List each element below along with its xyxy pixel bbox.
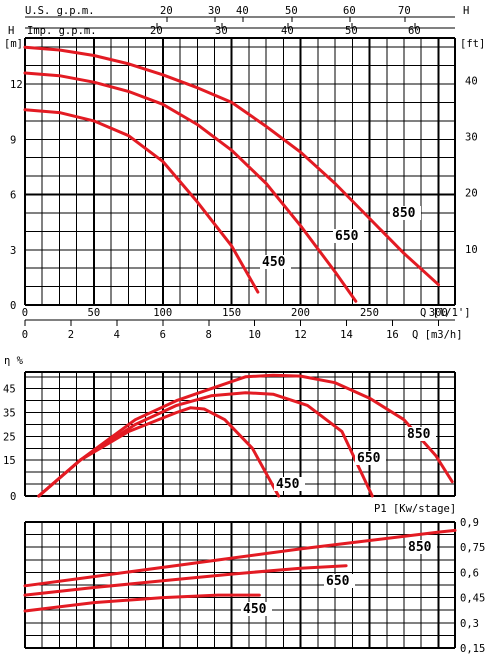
eff-curve-label-650: 650 [357, 451, 381, 466]
bottom-axis-m3h-tick: 6 [160, 329, 166, 341]
top-axis-imp-tick: 40 [281, 25, 294, 37]
right-axis-title: H [463, 5, 469, 17]
head-curve-650 [23, 71, 358, 303]
bottom-axis-lmin-tick: 300 [429, 307, 448, 319]
head-curve-850 [23, 45, 440, 287]
bottom-axis-lmin-tick: 100 [153, 307, 172, 319]
head-curve-label-650: 650 [335, 229, 359, 244]
curve-label-bg [405, 427, 436, 441]
pow-curve-850 [23, 528, 457, 588]
bottom-axis-m3h-tick: 12 [294, 329, 307, 341]
pow-axis-tick: 0,3 [460, 618, 479, 630]
pow-axis-tick: 0,75 [460, 542, 485, 554]
top-axis-us-tick: 50 [285, 5, 298, 17]
right-axis-tick: 40 [465, 75, 478, 87]
eff-axis-tick: 35 [3, 408, 16, 420]
pow-axis-tick: 0,6 [460, 567, 479, 579]
curve-label-bg [274, 477, 305, 491]
bottom-axis-m3h-tick: 10 [248, 329, 261, 341]
pow-axis-tick: 0,15 [460, 643, 485, 655]
bottom-axis-lmin-tick: 250 [360, 307, 379, 319]
bottom-axis-lmin-tick: 200 [291, 307, 310, 319]
top-axis-us-tick: 70 [398, 5, 411, 17]
bottom-axis-lmin-tick: 50 [88, 307, 101, 319]
head-curve-label-450: 450 [262, 255, 286, 270]
eff-axis-tick: 0 [10, 491, 16, 503]
eff-curve-label-450: 450 [276, 477, 300, 492]
left-axis-tick: 3 [10, 245, 16, 257]
right-axis-tick: 20 [465, 188, 478, 200]
head-curve-label-850: 850 [392, 206, 416, 221]
bottom-axis-m3h-tick: 8 [206, 329, 212, 341]
top-axis-us-label: U.S. g.p.m. [25, 5, 95, 17]
eff-curve-850 [37, 373, 454, 498]
left-axis-tick: 12 [10, 79, 23, 91]
bottom-axis-m3h-tick: 16 [386, 329, 399, 341]
right-axis-unit: [ft] [460, 38, 485, 50]
pow-curve-label-450: 450 [243, 602, 267, 617]
left-axis-unit: [m] [4, 38, 23, 50]
eff-curve-650 [37, 391, 374, 498]
bottom-axis-m3h-tick: 4 [114, 329, 120, 341]
bottom-axis-m3h-label: Q [m3/h] [412, 329, 463, 341]
bottom-axis-lmin-tick: 150 [222, 307, 241, 319]
left-axis-tick: 6 [10, 190, 16, 202]
bottom-axis-m3h-tick: 2 [68, 329, 74, 341]
head-curve-450 [23, 108, 260, 294]
pow-axis-title: P1 [Kw/stage] [374, 503, 456, 515]
top-axis-us-tick: 30 [208, 5, 221, 17]
curve-label-bg [241, 602, 272, 616]
eff-axis-tick: 25 [3, 431, 16, 443]
curve-label-bg [355, 451, 386, 465]
pow-axis-tick: 0,45 [460, 593, 485, 605]
top-axis-imp-tick: 60 [408, 25, 421, 37]
bottom-axis-lmin-label: Q [l/1'] [420, 307, 471, 319]
bottom-axis-lmin-tick: 0 [22, 307, 28, 319]
left-axis-tick: 9 [10, 134, 16, 146]
pow-axis-tick: 0,9 [460, 517, 479, 529]
left-axis-tick: 0 [10, 300, 16, 312]
top-axis-imp-tick: 50 [345, 25, 358, 37]
eff-curve-label-850: 850 [407, 427, 431, 442]
curve-label-bg [390, 206, 421, 220]
top-axis-us-tick: 40 [236, 5, 249, 17]
eff-axis-tick: 15 [3, 455, 16, 467]
pow-curve-label-850: 850 [408, 540, 432, 555]
right-axis-tick: 30 [465, 132, 478, 144]
curve-label-bg [333, 229, 364, 243]
pow-curve-label-650: 650 [326, 574, 350, 589]
curve-label-bg [324, 574, 355, 588]
top-axis-imp-tick: 20 [150, 25, 163, 37]
right-axis-tick: 10 [465, 244, 478, 256]
curve-label-bg [406, 540, 437, 554]
eff-curve-450 [37, 406, 281, 498]
eff-axis-tick: 45 [3, 384, 16, 396]
top-axis-us-tick: 20 [160, 5, 173, 17]
top-axis-imp-tick: 30 [215, 25, 228, 37]
bottom-axis-m3h-tick: 0 [22, 329, 28, 341]
bottom-axis-m3h-tick: 14 [340, 329, 353, 341]
top-axis-imp-label: Imp. g.p.m. [27, 25, 97, 37]
eff-axis-title: η % [4, 355, 24, 367]
pow-curve-450 [23, 593, 261, 613]
curve-label-bg [260, 255, 291, 269]
pow-curve-650 [23, 564, 348, 597]
top-axis-us-tick: 60 [343, 5, 356, 17]
left-axis-title: H [8, 25, 14, 37]
